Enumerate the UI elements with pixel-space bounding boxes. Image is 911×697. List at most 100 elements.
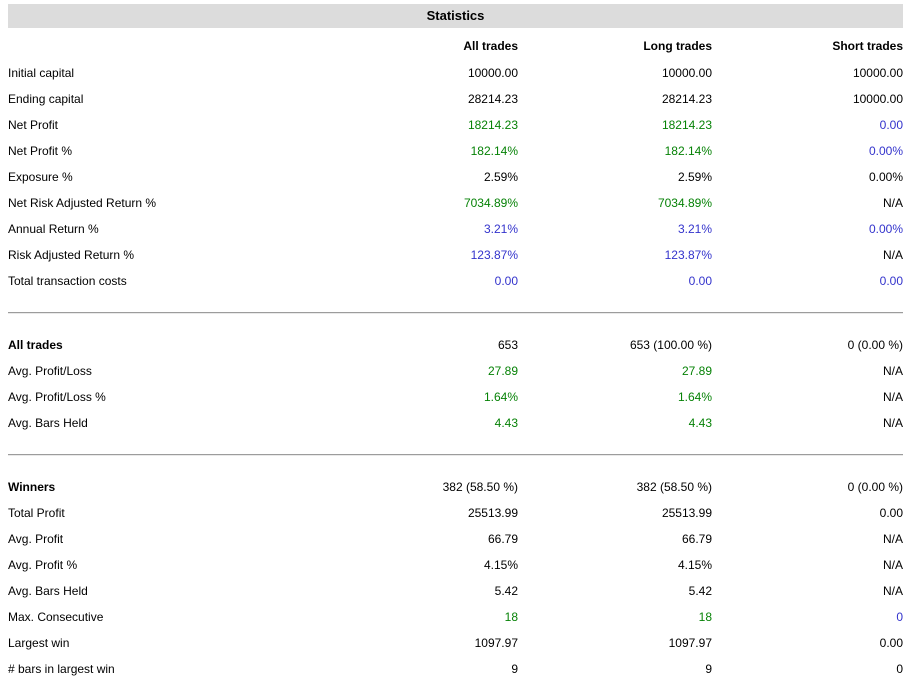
table-row: Avg. Profit % 4.15% 4.15% N/A (8, 552, 903, 578)
cell-value: N/A (882, 390, 903, 404)
table-row: Risk Adjusted Return % 123.87% 123.87% N/A (8, 242, 903, 268)
cell-value: 4.43 (494, 416, 518, 430)
cell-value: 4.15% (677, 558, 712, 572)
report-title: Statistics (426, 8, 485, 23)
table-row: Total Profit 25513.99 25513.99 0.00 (8, 500, 903, 526)
cell-value: N/A (882, 558, 903, 572)
cell-value: 9 (511, 662, 518, 676)
cell-value: 27.89 (487, 364, 518, 378)
cell-value: 0 (896, 610, 903, 624)
cell-value: 18 (504, 610, 518, 624)
row-label: Total transaction costs (8, 274, 127, 288)
cell-value: 10000.00 (467, 66, 518, 80)
cell-value: 27.89 (681, 364, 712, 378)
cell-value: 182.14% (664, 144, 712, 158)
table-row: Avg. Bars Held 4.43 4.43 N/A (8, 410, 903, 436)
table-row: Max. Consecutive 18 18 0 (8, 604, 903, 630)
cell-value: N/A (882, 532, 903, 546)
cell-value: 0 (896, 662, 903, 676)
section-divider (8, 312, 903, 314)
cell-value: N/A (882, 248, 903, 262)
cell-value: 7034.89% (463, 196, 518, 210)
table-row: Avg. Bars Held 5.42 5.42 N/A (8, 578, 903, 604)
row-label: Avg. Profit % (8, 558, 78, 572)
cell-value: 0.00% (868, 222, 903, 236)
table-row: Winners 382 (58.50 %) 382 (58.50 %) 0 (0.00… (8, 474, 903, 500)
cell-value: 0 (0.00 %) (847, 338, 903, 352)
section-divider (8, 454, 903, 456)
cell-value: 3.21% (677, 222, 712, 236)
table-row: Initial capital 10000.00 10000.00 10000.00 (8, 60, 903, 86)
cell-value: 0.00 (879, 636, 903, 650)
table-row: Avg. Profit 66.79 66.79 N/A (8, 526, 903, 552)
cell-value: 1.64% (483, 390, 518, 404)
cell-value: N/A (882, 584, 903, 598)
table-row: Total transaction costs 0.00 0.00 0.00 (8, 268, 903, 294)
cell-value: 0.00% (868, 170, 903, 184)
cell-value: 4.15% (483, 558, 518, 572)
table-row: Net Risk Adjusted Return % 7034.89% 7034.8… (8, 190, 903, 216)
row-label: Net Risk Adjusted Return % (8, 196, 157, 210)
row-label: Risk Adjusted Return % (8, 248, 135, 262)
cell-value: 1097.97 (474, 636, 518, 650)
cell-value: N/A (882, 196, 903, 210)
cell-value: 28214.23 (661, 92, 712, 106)
cell-value: 4.43 (688, 416, 712, 430)
cell-value: 28214.23 (467, 92, 518, 106)
cell-value: 7034.89% (657, 196, 712, 210)
cell-value: N/A (882, 416, 903, 430)
cell-value: 0.00% (868, 144, 903, 158)
table-row: Avg. Profit/Loss 27.89 27.89 N/A (8, 358, 903, 384)
cell-value: 653 (100.00 %) (629, 338, 712, 352)
row-label: Total Profit (8, 506, 65, 520)
table-row: Ending capital 28214.23 28214.23 10000.00 (8, 86, 903, 112)
table-row: Largest win 1097.97 1097.97 0.00 (8, 630, 903, 656)
cell-value: 1097.97 (668, 636, 712, 650)
cell-value: 0.00 (494, 274, 518, 288)
cell-value: 10000.00 (852, 92, 903, 106)
cell-value: 66.79 (487, 532, 518, 546)
cell-value: 3.21% (483, 222, 518, 236)
row-label: Ending capital (8, 92, 84, 106)
cell-value: 2.59% (483, 170, 518, 184)
cell-value: 10000.00 (852, 66, 903, 80)
row-label: Net Profit (8, 118, 59, 132)
cell-value: 123.87% (470, 248, 518, 262)
column-header-long-trades: Long trades (643, 39, 712, 53)
row-label: # bars in largest win (8, 662, 115, 676)
cell-value: 10000.00 (661, 66, 712, 80)
cell-value: 653 (497, 338, 518, 352)
row-label: Initial capital (8, 66, 75, 80)
row-label-column-header (8, 32, 310, 60)
report-title-band: Statistics (8, 4, 903, 28)
column-header-all-trades: All trades (463, 39, 518, 53)
cell-value: 382 (58.50 %) (442, 480, 518, 494)
row-label: Avg. Profit (8, 532, 64, 546)
row-label: Largest win (8, 636, 70, 650)
statistics-section-table: Initial capital 10000.00 10000.00 10000.00 E… (8, 60, 903, 294)
cell-value: 5.42 (494, 584, 518, 598)
table-row: All trades 653 653 (100.00 %) 0 (0.00 %) (8, 332, 903, 358)
cell-value: 9 (705, 662, 712, 676)
cell-value: 382 (58.50 %) (636, 480, 712, 494)
cell-value: 123.87% (664, 248, 712, 262)
row-label: Exposure % (8, 170, 73, 184)
statistics-report: Statistics All trades Long trades Short … (8, 4, 903, 676)
row-label: Annual Return % (8, 222, 99, 236)
table-row: Annual Return % 3.21% 3.21% 0.00% (8, 216, 903, 242)
cell-value: 0.00 (688, 274, 712, 288)
table-row: Net Profit 18214.23 18214.23 0.00 (8, 112, 903, 138)
cell-value: 5.42 (688, 584, 712, 598)
row-label: Max. Consecutive (8, 610, 104, 624)
row-label: Avg. Bars Held (8, 584, 88, 598)
cell-value: 1.64% (677, 390, 712, 404)
column-header-short-trades: Short trades (832, 39, 903, 53)
row-label: Avg. Profit/Loss (8, 364, 92, 378)
table-row: Net Profit % 182.14% 182.14% 0.00% (8, 138, 903, 164)
cell-value: 18 (698, 610, 712, 624)
cell-value: 18214.23 (467, 118, 518, 132)
table-row: Avg. Profit/Loss % 1.64% 1.64% N/A (8, 384, 903, 410)
row-label: Avg. Profit/Loss % (8, 390, 106, 404)
table-row: Exposure % 2.59% 2.59% 0.00% (8, 164, 903, 190)
cell-value: 66.79 (681, 532, 712, 546)
